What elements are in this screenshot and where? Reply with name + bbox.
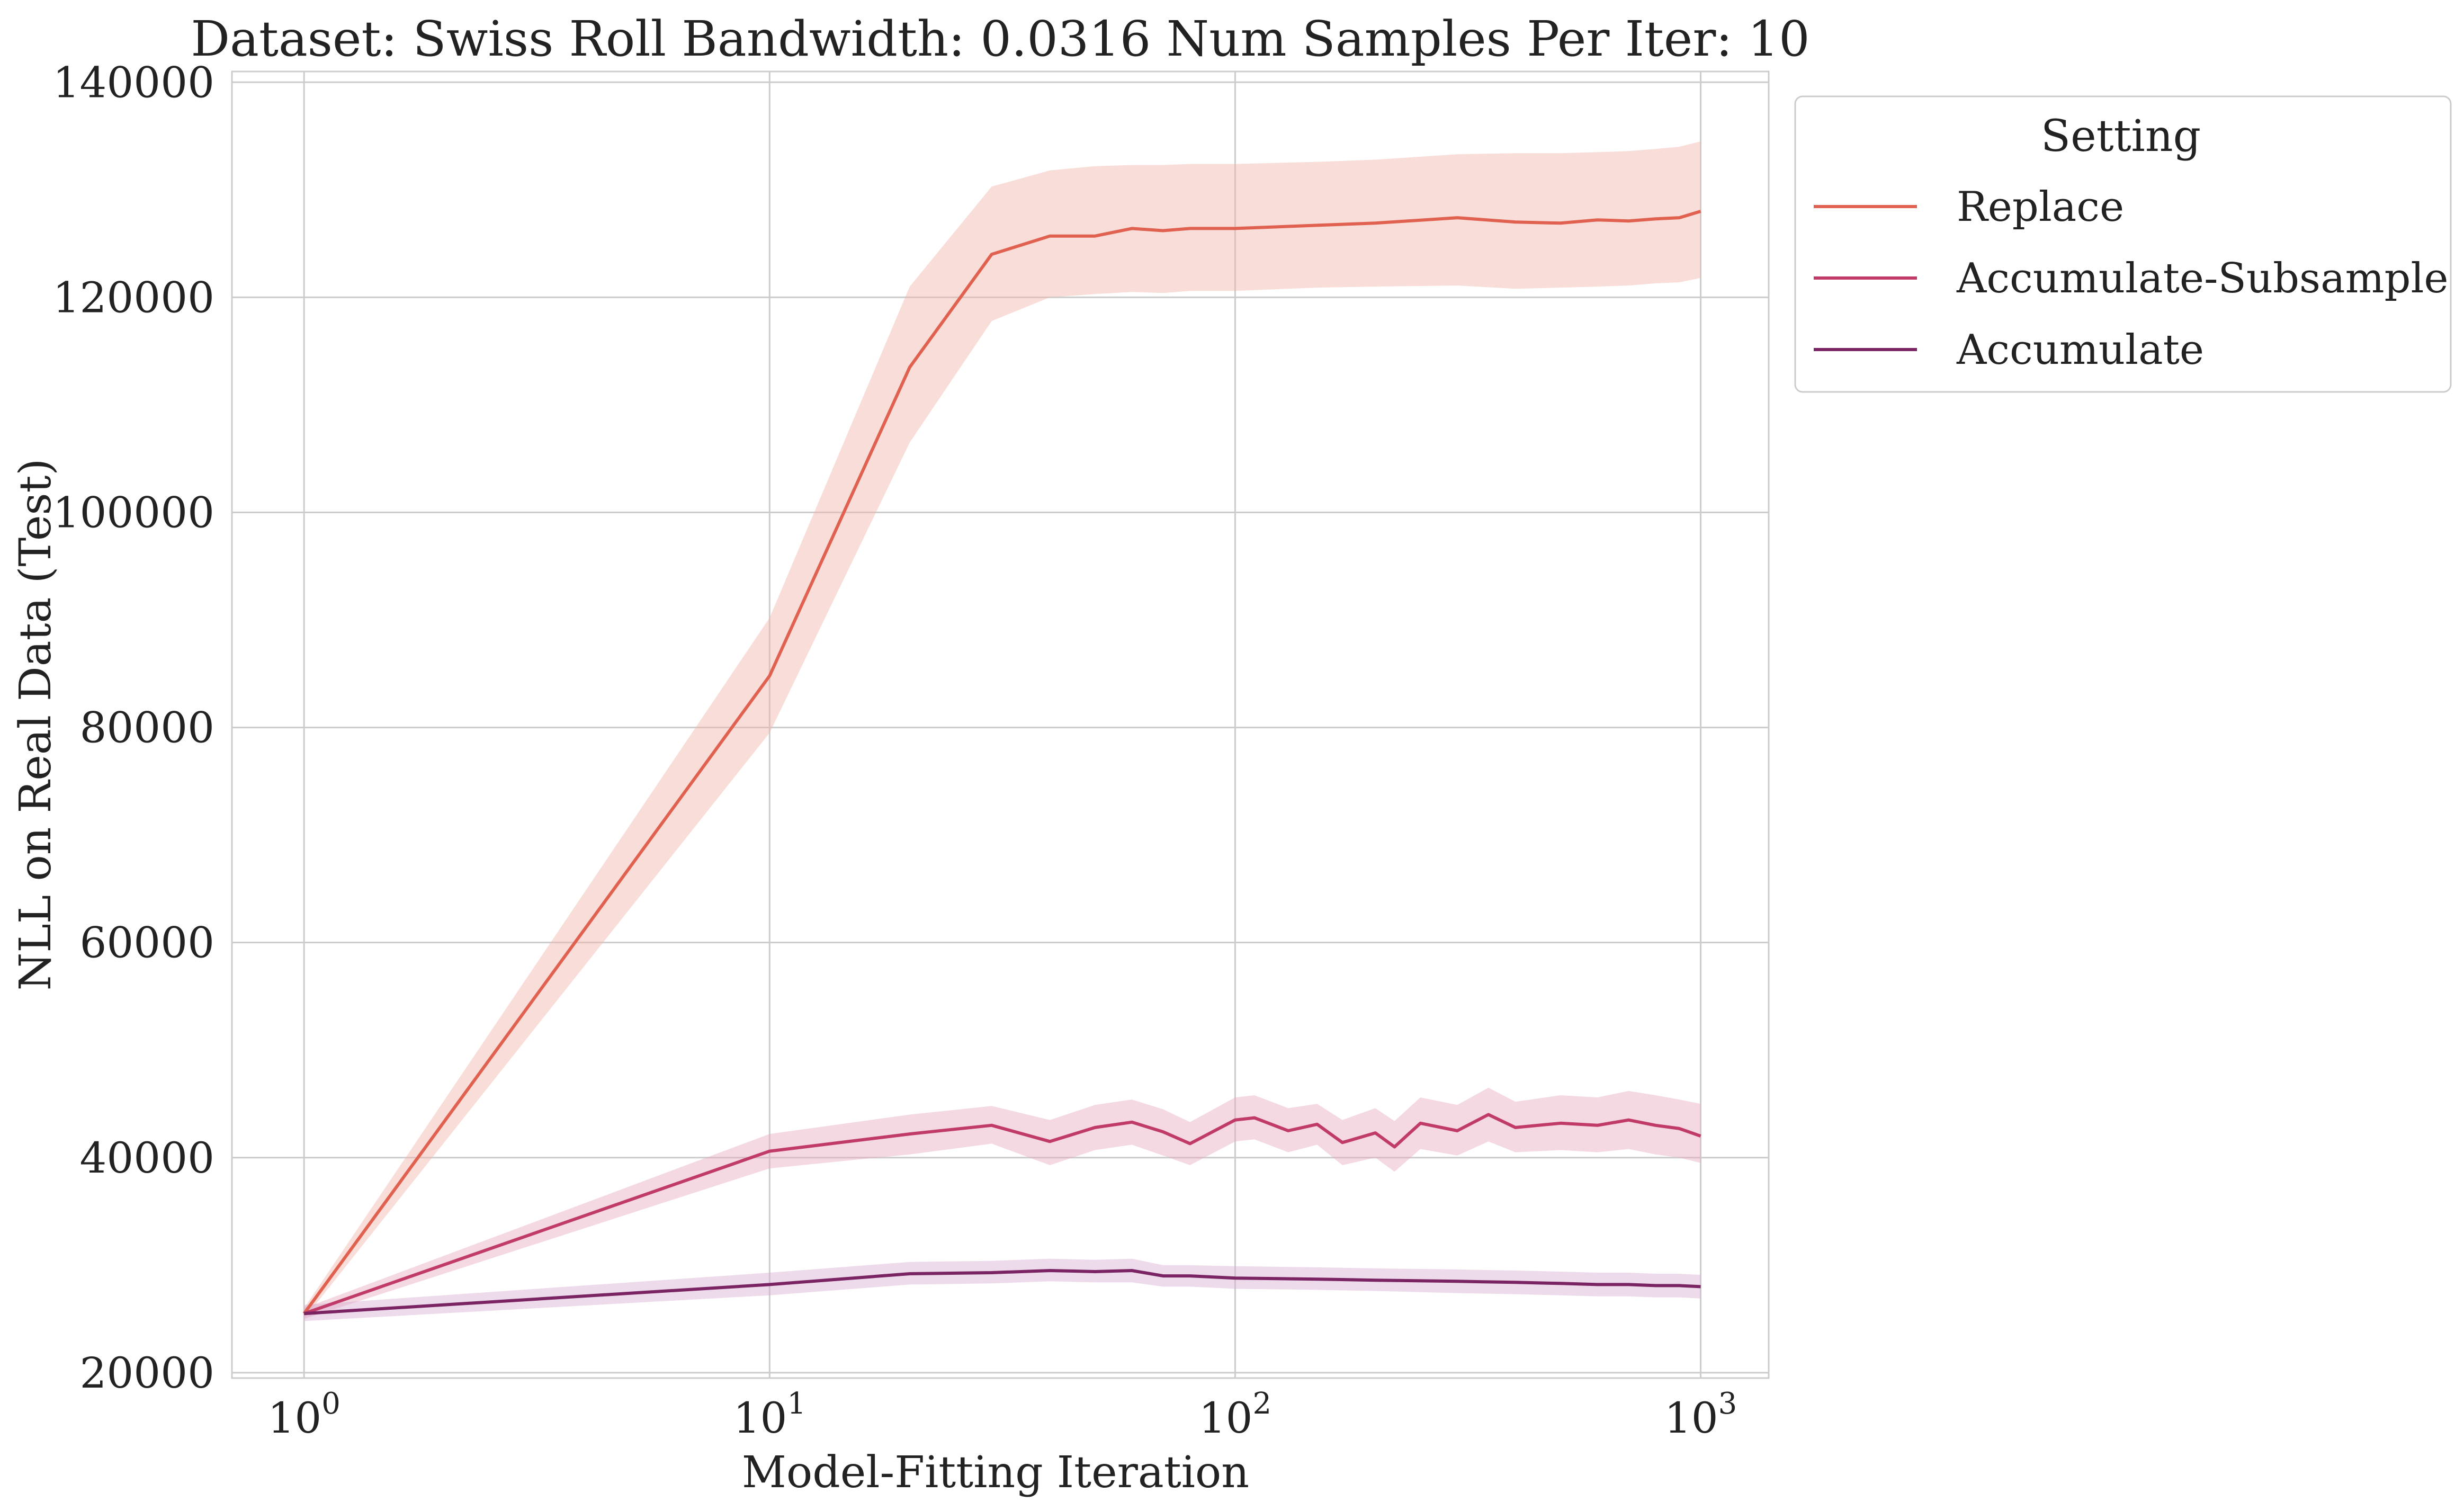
y-axis-label: NLL on Real Data (Test)	[11, 459, 61, 991]
x-tick-labels: 100 101 102 103	[267, 1387, 1737, 1443]
legend-label-2: Accumulate	[1956, 326, 2204, 374]
series-line-2	[304, 1269, 1701, 1316]
plot-frame	[231, 70, 1770, 1379]
band-layer	[304, 141, 1701, 1321]
chart-title: Dataset: Swiss Roll Bandwidth: 0.0316 Nu…	[191, 11, 1809, 67]
y-tick-label-3: 80000	[80, 703, 215, 753]
series-line-0	[302, 210, 1701, 1315]
confidence-band-2	[304, 1258, 1701, 1321]
legend-label-1: Accumulate-Subsample	[1956, 255, 2449, 302]
y-tick-label-2: 60000	[80, 918, 215, 968]
line-layer	[302, 210, 1701, 1316]
y-tick-label-6: 140000	[53, 58, 214, 107]
x-axis-label: Model-Fitting Iteration	[742, 1447, 1249, 1498]
x-tick-label-2: 102	[1199, 1387, 1271, 1443]
legend-box	[1794, 95, 2452, 393]
grid-layer	[232, 71, 1769, 1378]
confidence-band-0	[304, 141, 1701, 1319]
legend-title: Setting	[2041, 111, 2201, 162]
y-tick-labels: 20000 40000 60000 80000 100000 120000 140000	[53, 58, 214, 1398]
confidence-band-1	[304, 1087, 1701, 1319]
x-tick-label-3: 103	[1664, 1387, 1737, 1443]
legend: Setting Replace Accumulate-Subsample Accum…	[1794, 95, 2452, 393]
legend-entries: Replace Accumulate-Subsample Accumulate	[1814, 183, 2449, 374]
series-line-1	[303, 1113, 1701, 1316]
y-tick-label-1: 40000	[80, 1133, 215, 1183]
x-tick-label-0: 100	[267, 1387, 340, 1443]
legend-label-0: Replace	[1957, 183, 2124, 231]
x-tick-label-1: 101	[733, 1387, 806, 1443]
y-tick-label-0: 20000	[80, 1348, 215, 1398]
y-tick-label-5: 120000	[53, 273, 214, 322]
y-tick-label-4: 100000	[53, 488, 214, 537]
